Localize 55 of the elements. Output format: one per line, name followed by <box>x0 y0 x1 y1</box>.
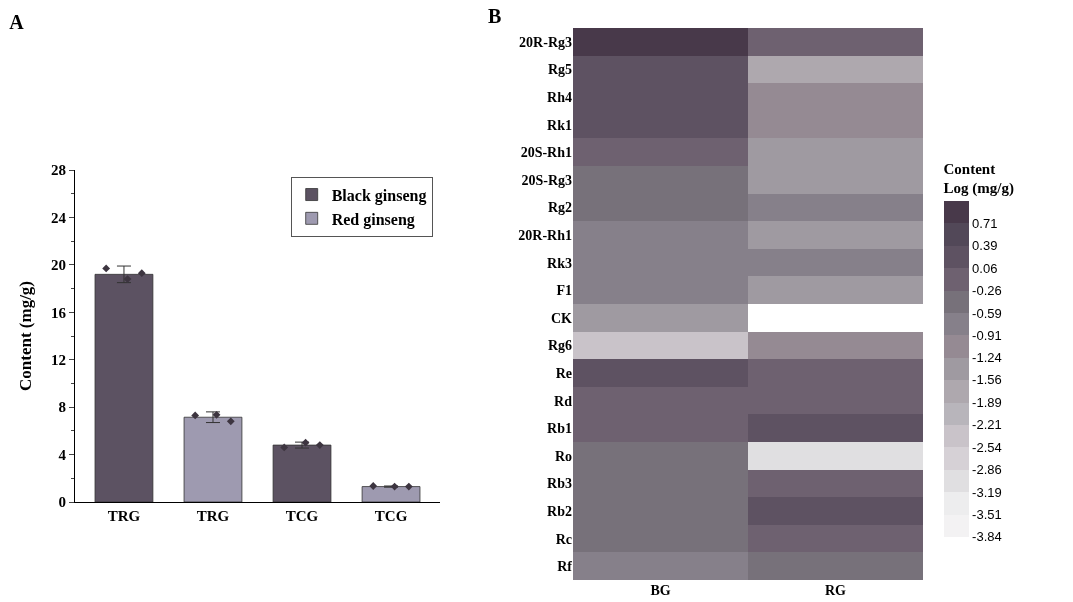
y-tick-label: 20 <box>51 257 66 274</box>
color-bar-label: -1.24 <box>972 350 1002 366</box>
legend-label: Black ginseng <box>331 186 427 205</box>
x-tick-label: TCG <box>374 508 408 524</box>
chart-title: A <box>9 11 25 34</box>
y-tick-label: 20R-Rh1 <box>518 227 572 243</box>
color-bar-label: -3.19 <box>972 484 1002 500</box>
color-bar-label: -2.21 <box>972 417 1002 433</box>
color-bar-label: -0.91 <box>972 327 1002 343</box>
y-tick-label: 8 <box>58 399 66 416</box>
y-tick-label: Rk3 <box>547 255 572 271</box>
y-tick-label: Rb2 <box>547 503 572 519</box>
y-tick-label: 0 <box>58 494 66 511</box>
x-tick-label: RG <box>825 583 847 598</box>
y-tick-label: Rh4 <box>547 89 572 105</box>
color-bar-label: -1.89 <box>972 395 1002 411</box>
x-tick-label: TCG <box>285 508 319 524</box>
color-bar-label: -2.54 <box>972 439 1002 455</box>
y-tick-label: 16 <box>51 304 67 321</box>
y-tick-label: Rd <box>554 393 573 409</box>
y-tick-label: 20S-Rh1 <box>520 145 572 161</box>
x-tick-label: BG <box>650 583 671 598</box>
color-bar-label: -3.84 <box>972 529 1002 545</box>
x-tick-label: TRG <box>196 508 230 524</box>
color-bar-label: -2.86 <box>972 461 1002 477</box>
y-tick-label: Re <box>555 365 572 381</box>
y-axis-title: Content (mg/g) <box>16 280 35 392</box>
x-tick-label: TRG <box>107 508 141 524</box>
y-tick-label: 4 <box>58 446 67 463</box>
y-tick-label: Rg5 <box>547 62 572 78</box>
y-tick-label: F1 <box>556 283 572 299</box>
y-tick-label: 20S-Rg3 <box>521 172 572 188</box>
y-tick-label: 20R-Rg3 <box>519 34 572 50</box>
color-bar-label: 0.39 <box>972 238 998 254</box>
y-tick-label: Rb1 <box>547 421 572 437</box>
y-tick-label: Rg6 <box>547 338 572 354</box>
y-tick-label: Rc <box>555 531 572 547</box>
color-bar-title: Content Log (mg/g) <box>943 160 1014 198</box>
legend-label: Red ginseng <box>331 210 415 229</box>
color-bar-label: -3.51 <box>972 506 1002 522</box>
y-tick-label: Rf <box>557 559 573 575</box>
y-tick-label: Rb3 <box>547 476 572 492</box>
y-tick-label: Rk1 <box>547 117 572 133</box>
color-bar-label: 0.06 <box>972 261 998 277</box>
color-bar-label: -0.26 <box>972 283 1002 299</box>
y-tick-label: 24 <box>51 209 67 226</box>
y-tick-label: 12 <box>51 351 66 368</box>
color-bar-label: 0.71 <box>972 216 998 232</box>
y-tick-label: Rg2 <box>547 200 572 216</box>
y-tick-label: 28 <box>51 162 66 179</box>
color-bar-label: -1.56 <box>972 372 1002 388</box>
chart-title: B <box>488 5 502 28</box>
color-bar-label: -0.59 <box>972 305 1002 321</box>
y-tick-label: CK <box>551 310 573 326</box>
y-tick-label: Ro <box>554 448 572 464</box>
